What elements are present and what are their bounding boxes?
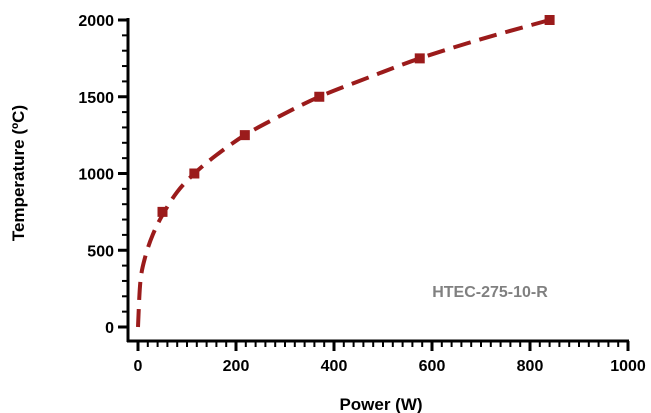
x-tick-label: 800 xyxy=(517,358,544,375)
y-tick-label: 500 xyxy=(87,243,114,260)
data-point xyxy=(239,130,250,141)
data-point xyxy=(189,168,200,179)
y-tick-label: 1000 xyxy=(78,167,114,184)
y-axis-title: Temperature (ºC) xyxy=(9,105,28,241)
x-axis-title: Power (W) xyxy=(339,395,422,413)
x-tick-label: 200 xyxy=(223,358,250,375)
y-tick-label: 1500 xyxy=(78,90,114,107)
data-markers xyxy=(157,15,555,217)
x-tick-label: 1000 xyxy=(610,358,646,375)
data-point xyxy=(157,206,168,217)
tick-labels: 0 200 400 600 800 1000 0 500 1000 1500 2000 xyxy=(78,13,645,375)
data-point xyxy=(544,15,555,25)
data-point xyxy=(414,53,425,64)
fit-line xyxy=(136,18,551,328)
y-tick-label: 0 xyxy=(105,320,114,337)
x-tick-label: 0 xyxy=(134,358,143,375)
data-point xyxy=(314,91,325,102)
tick-marks xyxy=(118,18,630,351)
y-tick-label: 2000 xyxy=(78,13,114,30)
axes xyxy=(126,18,629,343)
x-tick-label: 400 xyxy=(321,358,348,375)
x-tick-label: 600 xyxy=(419,358,446,375)
chart-annotation: HTEC-275-10-R xyxy=(432,284,548,301)
